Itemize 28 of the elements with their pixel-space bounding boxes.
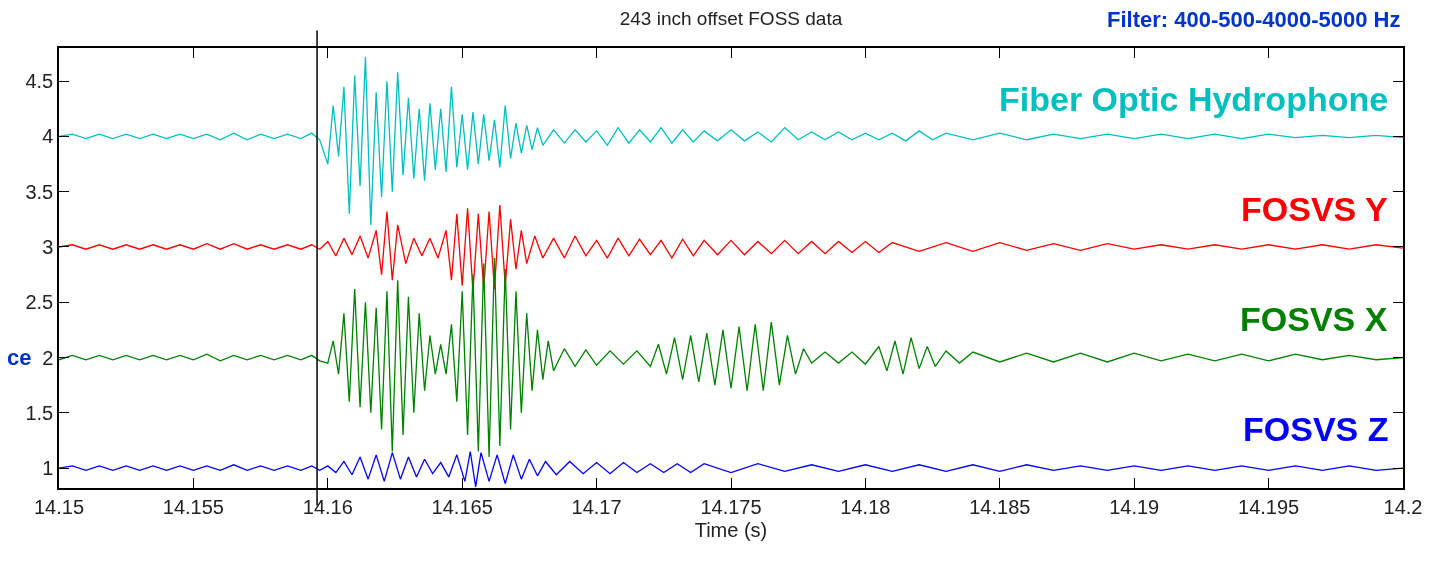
x-tick-label: 14.155 (162, 495, 224, 518)
y-tick-label: 3.5 (25, 180, 54, 203)
x-tick-label: 14.17 (571, 495, 622, 518)
x-tick-label: 14.165 (431, 495, 493, 518)
series-label: FOSVS X (1240, 300, 1388, 338)
x-tick-label: 14.16 (302, 495, 353, 518)
x-tick-label: 14.18 (840, 495, 891, 518)
chart-title: 243 inch offset FOSS data (619, 8, 843, 30)
y-tick-label: 2 (42, 346, 54, 369)
x-tick-label: 14.2 (1383, 495, 1423, 518)
x-tick-label: 14.195 (1238, 495, 1300, 518)
y-tick-label: 1 (42, 457, 54, 480)
x-tick-label: 14.175 (700, 495, 762, 518)
series-label: FOSVS Z (1243, 410, 1389, 448)
y-tick-label: 2.5 (25, 291, 54, 314)
y-tick-label: 4 (42, 125, 54, 148)
line-series (59, 56, 1403, 226)
series-label: FOSVS Y (1241, 190, 1389, 228)
x-axis-title: Time (s) (694, 518, 768, 541)
x-tick-label: 14.19 (1109, 495, 1160, 518)
y-tick-label: 3 (42, 235, 54, 258)
x-tick-label: 14.185 (969, 495, 1031, 518)
y-tick-label: 4.5 (25, 70, 54, 93)
text: ce (7, 345, 32, 370)
text: Filter: 400-500-4000-5000 Hz (1107, 7, 1401, 32)
series-label: Fiber Optic Hydrophone (999, 80, 1389, 118)
x-tick-label: 14.15 (33, 495, 85, 518)
y-tick-label: 1.5 (25, 401, 54, 424)
